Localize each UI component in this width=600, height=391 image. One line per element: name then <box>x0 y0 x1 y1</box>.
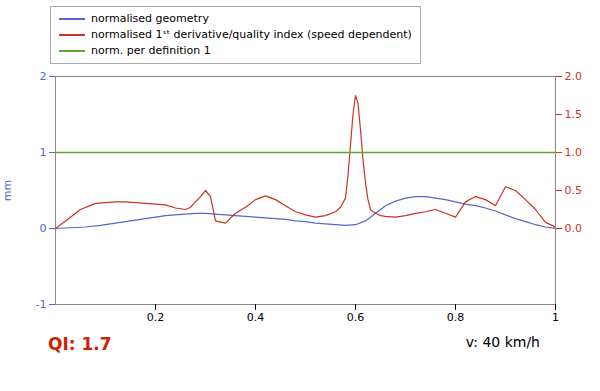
html-text:QI: 1.7: QI: 1.7 <box>48 334 112 354</box>
svg-text:0.6: 0.6 <box>347 311 365 324</box>
svg-text:0.4: 0.4 <box>247 311 265 324</box>
svg-text:0.2: 0.2 <box>147 311 165 324</box>
svg-text:0.8: 0.8 <box>447 311 465 324</box>
svg-text:0.5: 0.5 <box>565 184 583 197</box>
svg-text:2.0: 2.0 <box>565 70 583 83</box>
svg-text:mm: mm <box>1 180 14 201</box>
svg-text:1: 1 <box>40 146 47 159</box>
svg-text:0.0: 0.0 <box>565 222 583 235</box>
svg-text:-1: -1 <box>36 298 47 311</box>
svg-text:1.5: 1.5 <box>565 108 583 121</box>
html-text:v: 40 km/h: v: 40 km/h <box>465 334 540 350</box>
svg-text:2: 2 <box>40 70 47 83</box>
html-text:norm. per definition 1: norm. per definition 1 <box>91 44 211 57</box>
html-text:normalised 1ˢᵗ derivative/qual: normalised 1ˢᵗ derivative/quality index … <box>91 28 412 41</box>
svg-text:0: 0 <box>40 222 47 235</box>
svg-text:1: 1 <box>552 311 559 324</box>
html-text:normalised geometry: normalised geometry <box>91 12 209 25</box>
svg-text:1.0: 1.0 <box>565 146 583 159</box>
